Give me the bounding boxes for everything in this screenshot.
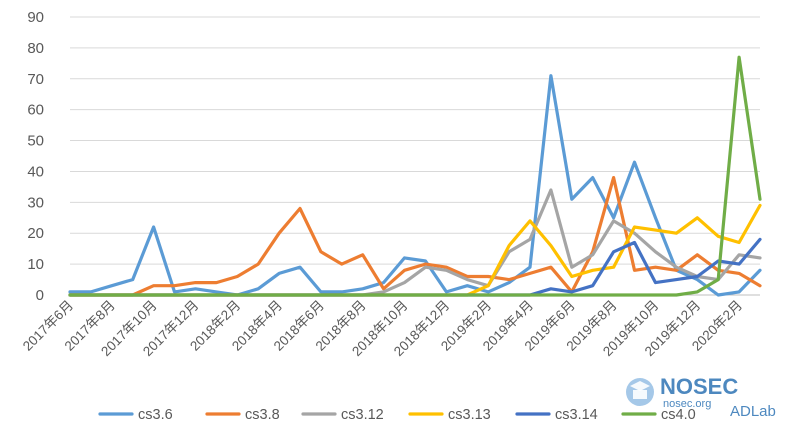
y-tick-label: 10 <box>27 256 44 273</box>
y-tick-label: 80 <box>27 40 44 57</box>
y-tick-label: 70 <box>27 71 44 88</box>
legend-label: cs3.8 <box>245 407 280 423</box>
y-tick-label: 90 <box>27 9 44 26</box>
x-axis-ticks: 2017年6月2017年8月2017年10月2017年12月2018年2月201… <box>20 298 745 360</box>
series-line-cs3-6 <box>68 74 762 297</box>
y-tick-label: 30 <box>27 194 44 211</box>
legend-label: cs3.6 <box>138 407 173 423</box>
nosec-logo-icon <box>626 378 654 406</box>
gridlines <box>70 16 760 296</box>
watermark-lab: ADLab <box>730 403 776 420</box>
y-tick-label: 50 <box>27 133 44 150</box>
series-line-cs3-8 <box>68 176 762 297</box>
series-lines <box>68 55 762 297</box>
y-tick-label: 20 <box>27 225 44 242</box>
watermark-domain: nosec.org <box>663 398 711 410</box>
y-tick-label: 60 <box>27 102 44 119</box>
legend-label: cs3.12 <box>341 407 384 423</box>
series-line-cs3-12 <box>68 188 762 297</box>
watermark-brand: NOSEC <box>660 374 738 399</box>
legend-label: cs3.13 <box>448 407 491 423</box>
legend-label: cs4.0 <box>661 407 696 423</box>
y-axis-ticks: 0 10 20 30 40 50 60 70 80 90 <box>27 9 44 304</box>
legend: cs3.6 cs3.8 cs3.12 cs3.13 cs3.14 cs4.0 <box>98 407 696 423</box>
legend-label: cs3.14 <box>555 407 598 423</box>
watermark: NOSEC nosec.org ADLab <box>626 374 776 420</box>
series-line-cs4-0 <box>68 55 762 297</box>
y-tick-label: 40 <box>27 163 44 180</box>
y-tick-label: 0 <box>36 287 44 304</box>
